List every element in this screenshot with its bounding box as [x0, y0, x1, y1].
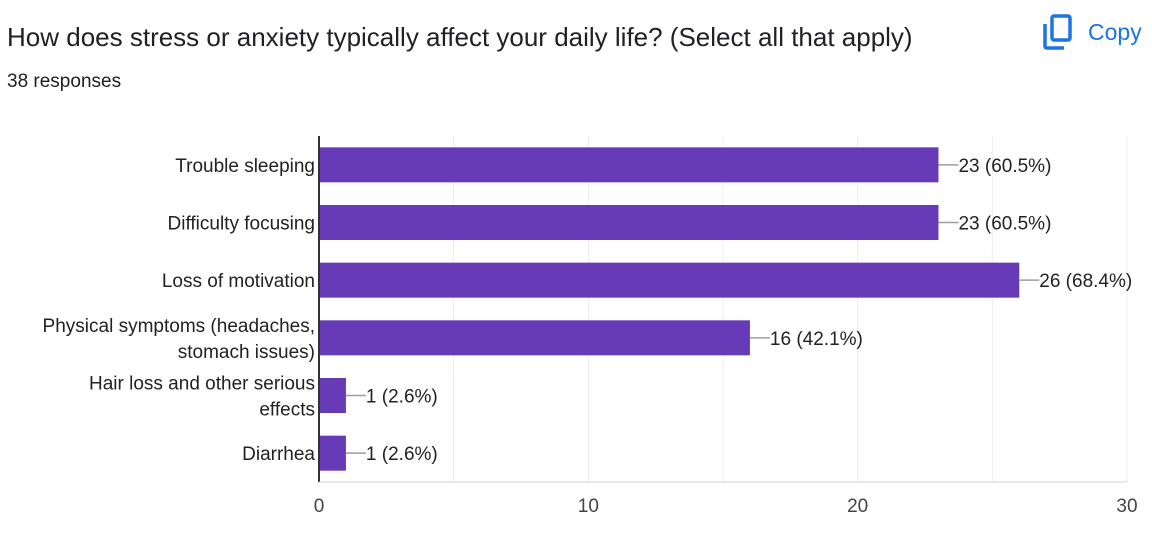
category-label: Hair loss and other serious: [89, 374, 315, 395]
x-tick-label: 30: [1116, 496, 1137, 517]
category-label: Physical symptoms (headaches,: [43, 316, 315, 337]
bar[interactable]: [319, 205, 939, 240]
bar[interactable]: [319, 147, 939, 183]
data-label: 23 (60.5%): [958, 214, 1051, 235]
data-label: 1 (2.6%): [366, 387, 438, 408]
copy-button[interactable]: Copy: [1040, 10, 1142, 54]
bar[interactable]: [319, 378, 346, 413]
response-count: 38 responses: [7, 71, 122, 92]
x-tick-label: 20: [847, 496, 868, 517]
category-label: stomach issues): [178, 342, 315, 363]
category-label: effects: [259, 400, 315, 421]
data-label: 1 (2.6%): [366, 444, 438, 465]
x-tick-label: 10: [578, 496, 599, 517]
category-label: Loss of motivation: [162, 271, 315, 292]
copy-icon: [1040, 12, 1074, 52]
bar[interactable]: [319, 320, 750, 356]
category-label: Trouble sleeping: [175, 156, 315, 177]
bar[interactable]: [319, 435, 346, 471]
bar[interactable]: [319, 262, 1020, 298]
data-label: 23 (60.5%): [958, 156, 1051, 177]
data-label: 26 (68.4%): [1039, 271, 1132, 292]
data-label: 16 (42.1%): [770, 329, 863, 350]
category-label: Diarrhea: [242, 444, 315, 465]
x-tick-label: 0: [314, 496, 325, 517]
category-label: Difficulty focusing: [168, 214, 316, 235]
question-title: How does stress or anxiety typically aff…: [7, 22, 913, 52]
copy-label: Copy: [1088, 18, 1142, 45]
